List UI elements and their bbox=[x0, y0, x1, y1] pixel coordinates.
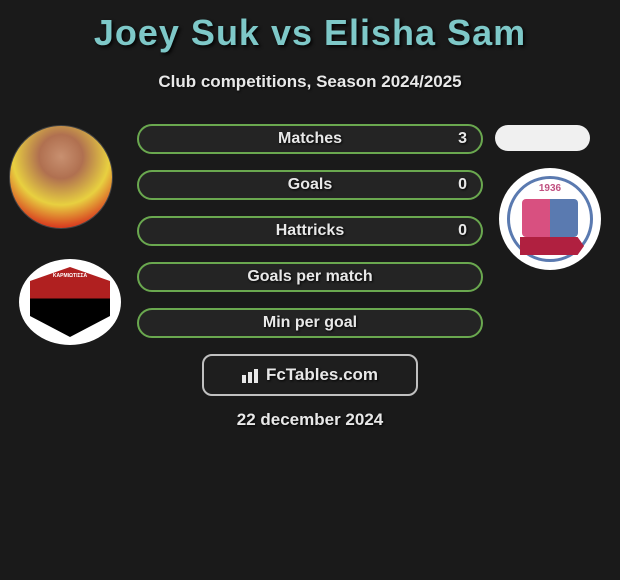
brand-text: FcTables.com bbox=[266, 365, 378, 385]
date-label: 22 december 2024 bbox=[0, 410, 620, 430]
bar-chart-icon bbox=[242, 367, 262, 383]
stat-label: Matches bbox=[139, 130, 481, 148]
stat-row-goals-per-match: Goals per match bbox=[137, 262, 483, 292]
stat-row-goals: Goals 0 bbox=[137, 170, 483, 200]
stat-row-min-per-goal: Min per goal bbox=[137, 308, 483, 338]
stat-value: 0 bbox=[458, 222, 467, 240]
player-left-avatar bbox=[9, 125, 113, 229]
stat-value: 3 bbox=[458, 130, 467, 148]
club-right-ribbon-icon bbox=[520, 237, 584, 255]
club-right-circle-icon: 1936 bbox=[507, 176, 593, 262]
stat-label: Hattricks bbox=[139, 222, 481, 240]
stat-row-hattricks: Hattricks 0 bbox=[137, 216, 483, 246]
stat-row-matches: Matches 3 bbox=[137, 124, 483, 154]
club-left-badge: ΚΑΡΜΙΩΤΙΣΣΑ bbox=[19, 259, 121, 345]
stat-label: Goals per match bbox=[139, 268, 481, 286]
page-subtitle: Club competitions, Season 2024/2025 bbox=[0, 72, 620, 92]
stat-label: Min per goal bbox=[139, 314, 481, 332]
club-right-badge: 1936 bbox=[499, 168, 601, 270]
page-title: Joey Suk vs Elisha Sam bbox=[0, 0, 620, 54]
club-right-flag-icon bbox=[522, 199, 578, 237]
stat-value: 0 bbox=[458, 176, 467, 194]
stat-label: Goals bbox=[139, 176, 481, 194]
club-right-year: 1936 bbox=[510, 183, 590, 194]
club-left-shield-icon: ΚΑΡΜΙΩΤΙΣΣΑ bbox=[30, 267, 110, 337]
stats-container: Matches 3 Goals 0 Hattricks 0 Goals per … bbox=[137, 124, 483, 354]
brand-badge: FcTables.com bbox=[202, 354, 418, 396]
player-right-avatar bbox=[495, 125, 590, 151]
club-left-badge-text: ΚΑΡΜΙΩΤΙΣΣΑ bbox=[30, 273, 110, 279]
